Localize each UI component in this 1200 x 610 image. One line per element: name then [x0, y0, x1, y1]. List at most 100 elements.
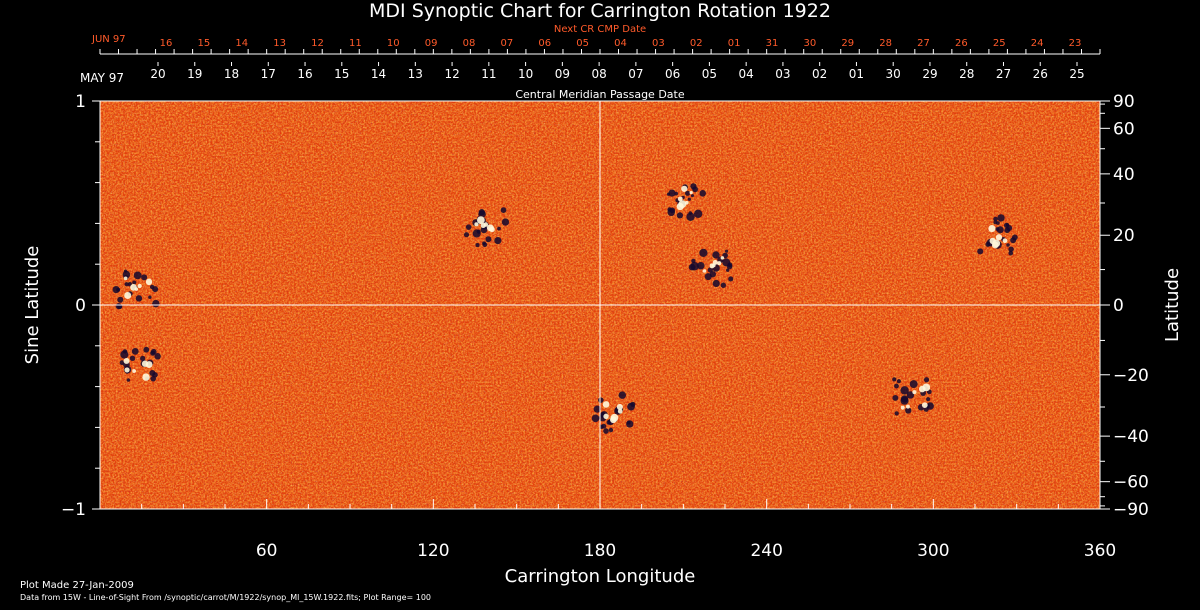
positive-polarity-patch — [616, 403, 623, 410]
cmp-day-label: 11 — [481, 67, 496, 81]
plot-area — [99, 100, 1101, 510]
cmp-day-label: 30 — [886, 67, 901, 81]
positive-polarity-patch — [476, 216, 485, 225]
chart-title: MDI Synoptic Chart for Carrington Rotati… — [369, 0, 831, 22]
negative-polarity-patch — [900, 386, 909, 395]
negative-polarity-patch — [593, 405, 601, 413]
negative-polarity-patch — [892, 377, 897, 382]
positive-polarity-patch — [717, 261, 722, 266]
cmp-day-label: 18 — [224, 67, 239, 81]
positive-polarity-patch — [145, 361, 153, 369]
next-month-label: JUN 97 — [91, 34, 126, 45]
positive-polarity-patch — [676, 202, 684, 211]
negative-polarity-patch — [724, 249, 729, 253]
left-axis-title: Sine Latitude — [22, 246, 43, 365]
negative-polarity-patch — [152, 299, 160, 308]
cmp-day-label: 07 — [628, 67, 643, 81]
negative-polarity-patch — [626, 420, 631, 425]
positive-polarity-patch — [134, 287, 139, 291]
negative-polarity-patch — [900, 396, 909, 405]
negative-polarity-patch — [500, 207, 507, 213]
negative-polarity-patch — [728, 276, 734, 282]
y-tick-label: 0 — [75, 296, 86, 316]
next-day-label: 09 — [425, 38, 438, 49]
cmp-day-label: 02 — [812, 67, 827, 81]
negative-polarity-patch — [148, 295, 152, 299]
negative-polarity-patch — [684, 190, 691, 196]
left-axis: 1 0 −1 Sine Latitude — [22, 92, 100, 520]
cmp-day-label: 10 — [518, 67, 533, 81]
negative-polarity-patch — [926, 402, 934, 410]
next-day-label: 26 — [955, 38, 968, 49]
negative-polarity-patch — [482, 241, 486, 246]
negative-polarity-patch — [720, 282, 727, 288]
next-day-label: 05 — [576, 38, 589, 49]
positive-polarity-patch — [992, 239, 1001, 248]
negative-polarity-patch — [116, 287, 121, 292]
negative-polarity-patch — [124, 282, 129, 287]
next-day-label: 10 — [387, 38, 400, 49]
next-day-label: 07 — [501, 38, 514, 49]
cmp-day-label: 15 — [334, 67, 349, 81]
negative-polarity-patch — [133, 271, 142, 280]
next-day-label: 01 — [728, 38, 741, 49]
active-region — [666, 183, 706, 222]
negative-polarity-patch — [668, 189, 676, 197]
negative-polarity-patch — [1004, 227, 1011, 234]
negative-polarity-patch — [476, 229, 481, 234]
negative-polarity-patch — [712, 251, 720, 259]
x-tick-label: 240 — [750, 541, 782, 561]
next-day-label: 24 — [1031, 38, 1044, 49]
negative-polarity-patch — [923, 377, 930, 383]
positive-polarity-patch — [988, 225, 996, 233]
negative-polarity-patch — [618, 391, 627, 399]
positive-polarity-patch — [900, 405, 905, 410]
negative-polarity-patch — [591, 414, 600, 423]
positive-polarity-patch — [137, 283, 142, 289]
negative-polarity-patch — [691, 258, 696, 264]
cmp-day-label: 29 — [922, 67, 937, 81]
positive-polarity-patch — [689, 190, 693, 195]
cmp-day-label: 13 — [408, 67, 423, 81]
negative-polarity-patch — [669, 207, 676, 214]
next-day-label: 31 — [766, 38, 779, 49]
negative-polarity-patch — [485, 236, 492, 243]
negative-polarity-patch — [480, 226, 488, 234]
right-axis: 90 60 40 20 0 −20 −40 −60 −90 Latitude — [1100, 92, 1183, 520]
negative-polarity-patch — [727, 262, 733, 268]
y-tick-label: 1 — [75, 92, 86, 112]
positive-polarity-patch — [720, 256, 725, 260]
positive-polarity-patch — [480, 222, 486, 229]
negative-polarity-patch — [995, 227, 1000, 231]
next-day-label: 11 — [349, 38, 362, 49]
lat-tick-label: −20 — [1113, 366, 1149, 386]
x-tick-labels: 60 120 180 240 300 360 — [141, 499, 1116, 561]
negative-polarity-patch — [140, 355, 146, 362]
x-tick-label: 360 — [1084, 541, 1116, 561]
negative-polarity-patch — [494, 237, 502, 245]
next-day-label: 13 — [273, 38, 286, 49]
positive-polarity-patch — [702, 269, 707, 273]
left-tick-labels: 1 0 −1 — [61, 92, 100, 520]
x-tick-label: 60 — [256, 541, 278, 561]
positive-polarity-patch — [609, 416, 617, 424]
negative-polarity-patch — [1010, 237, 1017, 244]
cmp-day-label: 26 — [1033, 67, 1048, 81]
next-day-ticks: 16 15 14 13 12 11 10 09 08 07 06 05 04 03 02 01 31 30 29 28… — [99, 38, 1101, 54]
active-region — [892, 377, 934, 416]
negative-polarity-patch — [608, 427, 614, 433]
negative-polarity-patch — [676, 212, 684, 219]
positive-polarity-patch — [922, 383, 931, 392]
cmp-month-label: MAY 97 — [80, 71, 124, 85]
cmp-axis-label: Central Meridian Passage Date — [515, 88, 684, 101]
negative-polarity-patch — [892, 394, 899, 401]
active-region — [463, 207, 510, 248]
next-cmp-label: Next CR CMP Date — [554, 24, 646, 35]
positive-polarity-patch — [474, 222, 479, 227]
next-day-label: 14 — [235, 38, 248, 49]
lat-tick-label: −90 — [1113, 500, 1149, 520]
next-day-label: 25 — [993, 38, 1006, 49]
positive-polarity-patch — [602, 401, 610, 408]
positive-polarity-patch — [132, 369, 137, 373]
negative-polarity-patch — [995, 221, 1000, 225]
